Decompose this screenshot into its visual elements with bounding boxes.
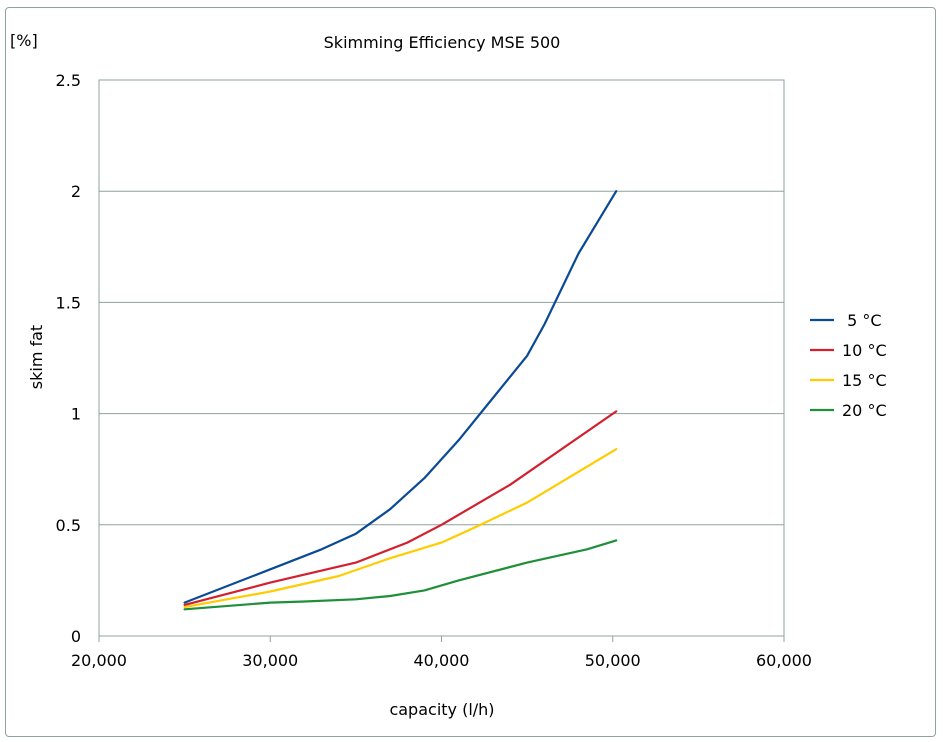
y-tick-label: 1 (71, 405, 81, 424)
legend-label: 15 °C (842, 371, 887, 390)
y-tick-label: 2 (71, 182, 81, 201)
legend-label: 20 °C (842, 401, 887, 420)
y-tick-label: 2.5 (56, 71, 81, 90)
x-tick-label: 40,000 (414, 651, 470, 670)
legend-label: 5 °C (842, 311, 882, 330)
x-tick-label: 50,000 (585, 651, 641, 670)
series-line-1 (183, 190, 618, 604)
legend-label: 10 °C (842, 341, 887, 360)
series-line-3 (183, 448, 618, 609)
series-line-4 (183, 539, 618, 611)
x-axis-title: capacity (l/h) (389, 700, 494, 719)
chart-title: Skimming Efficiency MSE 500 (324, 33, 561, 52)
x-tick-label: 60,000 (756, 651, 812, 670)
y-tick-label: 0 (71, 627, 81, 646)
series-line-2 (183, 410, 618, 607)
chart-frame (5, 7, 936, 737)
x-tick-label: 20,000 (71, 651, 127, 670)
y-axis-title: skim fat (27, 325, 46, 389)
plot-area (98, 79, 785, 637)
y-unit-label: [%] (10, 31, 38, 50)
x-tick-label: 30,000 (242, 651, 298, 670)
y-tick-label: 0.5 (56, 516, 81, 535)
y-tick-label: 1.5 (56, 293, 81, 312)
